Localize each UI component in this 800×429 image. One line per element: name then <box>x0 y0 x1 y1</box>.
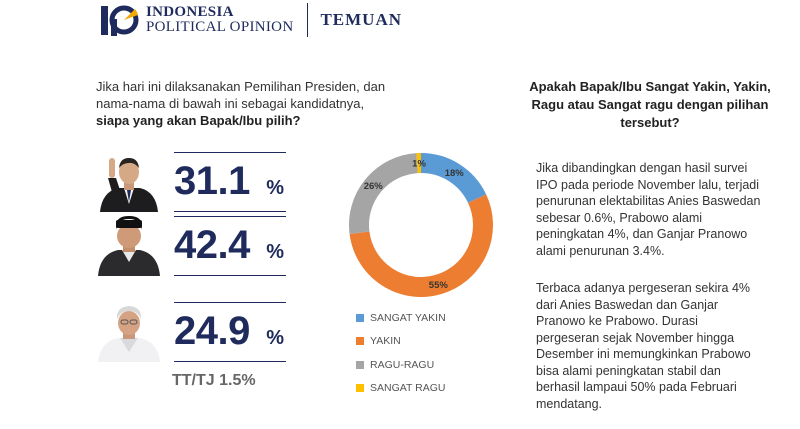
donut-label-yakin: 55% <box>429 280 449 291</box>
question-text: Jika hari ini dilaksanakan Pemilihan Pre… <box>96 78 396 129</box>
donut-label-ragu-ragu: 26% <box>364 181 384 192</box>
donut-slice-sangat-yakin <box>420 153 487 204</box>
donut-slice-yakin <box>349 194 493 297</box>
logo-line1: INDONESIA <box>146 4 234 20</box>
candidate-photo-2 <box>96 216 162 276</box>
donut-label-sangat-yakin: 18% <box>445 168 465 179</box>
page-title: TEMUAN <box>320 10 403 29</box>
percent-sign-2: % <box>266 241 284 263</box>
legend-swatch-sangat-yakin <box>356 313 364 322</box>
paragraph-1: Jika dibandingkan dengan hasil survei IP… <box>536 161 761 258</box>
legend-item-sangat-ragu: SANGAT RAGU <box>356 377 446 401</box>
chart-legend: SANGAT YAKIN YAKIN RAGU-RAGU SANGAT RAGU <box>356 306 446 400</box>
legend-label-sangat-yakin: SANGAT YAKIN <box>370 311 446 324</box>
candidate-row-1: 31.1 % <box>96 152 286 212</box>
header: INDONESIA POLITICAL OPINION TEMUAN <box>100 2 402 38</box>
legend-swatch-ragu-ragu <box>356 360 364 369</box>
paragraph-2: Terbaca adanya pergeseran sekira 4% dari… <box>536 281 751 411</box>
legend-label-ragu-ragu: RAGU-RAGU <box>370 358 435 371</box>
legend-swatch-sangat-ragu <box>356 384 364 393</box>
candidate-percentage-box-1: 31.1 % <box>174 152 286 212</box>
legend-swatch-yakin <box>356 337 364 346</box>
question-normal: Jika hari ini dilaksanakan Pemilihan Pre… <box>96 79 386 111</box>
logo-line2: POLITICAL OPINION <box>146 19 294 35</box>
legend-label-yakin: YAKIN <box>370 335 401 348</box>
candidate-percentage-2: 42.4 <box>174 223 250 267</box>
legend-item-sangat-yakin: SANGAT YAKIN <box>356 306 446 330</box>
legend-label-sangat-ragu: SANGAT RAGU <box>370 382 446 395</box>
legend-item-ragu-ragu: RAGU-RAGU <box>356 353 446 377</box>
candidate-percentage-1: 31.1 <box>174 159 250 203</box>
legend-item-yakin: YAKIN <box>356 330 446 354</box>
donut-label-sangat-ragu: 1% <box>412 159 426 170</box>
candidate-percentage-box-3: 24.9 % <box>174 302 286 362</box>
donut-slice-ragu-ragu <box>349 153 419 235</box>
header-divider <box>307 3 309 37</box>
question-bold: siapa yang akan Bapak/Ibu pilih? <box>96 113 301 128</box>
candidate-photo-1 <box>96 152 162 212</box>
ipo-logo-icon <box>100 3 140 37</box>
candidate-percentage-box-2: 42.4 % <box>174 216 286 276</box>
candidate-percentage-3: 24.9 <box>174 309 250 353</box>
right-question: Apakah Bapak/Ibu Sangat Yakin, Yakin, Ra… <box>529 79 771 130</box>
candidate-row-3: 24.9 % <box>96 302 286 362</box>
undecided-label: TT/TJ 1.5% <box>172 372 256 389</box>
percent-sign-1: % <box>266 177 284 199</box>
logo-text: INDONESIA POLITICAL OPINION <box>146 5 293 35</box>
certainty-donut-chart: 18% 55% 26% 1% <box>349 153 493 297</box>
candidate-row-2: 42.4 % <box>96 216 286 276</box>
percent-sign-3: % <box>266 327 284 349</box>
candidate-photo-3 <box>96 302 162 362</box>
